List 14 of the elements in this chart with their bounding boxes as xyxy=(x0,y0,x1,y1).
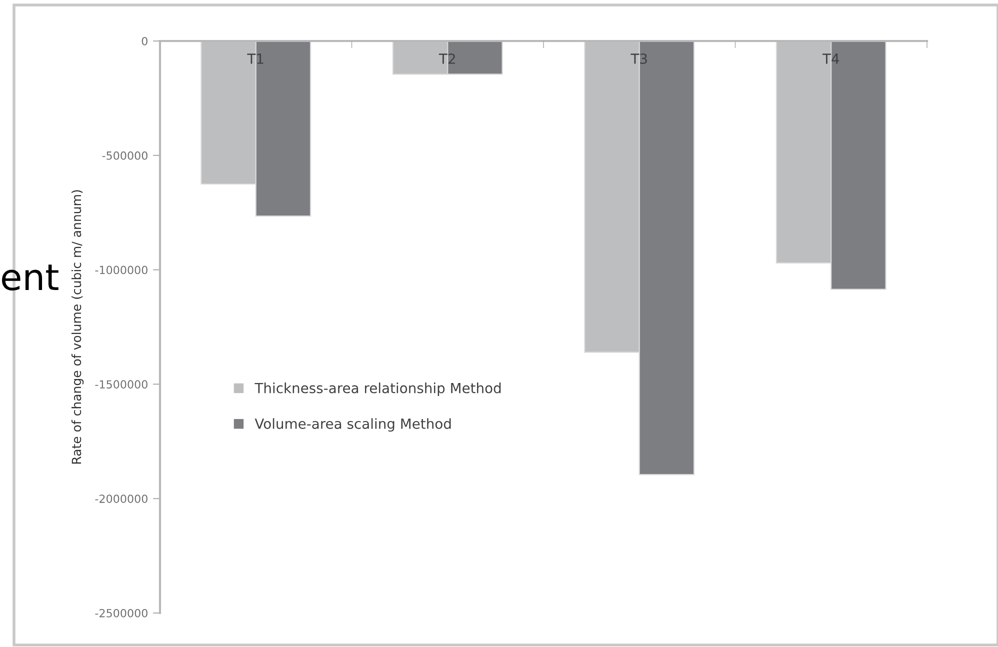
y-tick-label: -2500000 xyxy=(95,608,148,618)
y-tick-label: -1500000 xyxy=(95,380,148,389)
text: ent xyxy=(2,264,58,290)
x-tick-label: T4 xyxy=(822,54,840,64)
x-tick-label: T1 xyxy=(247,54,264,64)
legend-label: Thickness-area relationship Method xyxy=(254,382,501,396)
y-axis-title: Rate of change of volume (cubic m/ annum) xyxy=(71,190,84,464)
y-tick-label: -2000000 xyxy=(95,494,148,503)
y-tick-label: -500000 xyxy=(102,151,148,160)
y-tick-label: -1000000 xyxy=(95,266,148,274)
x-tick-label: T2 xyxy=(438,54,455,64)
y-tick-label: 0 xyxy=(142,36,148,46)
legend-label: Volume-area scaling Method xyxy=(254,418,451,432)
x-tick-label: T3 xyxy=(630,54,647,64)
